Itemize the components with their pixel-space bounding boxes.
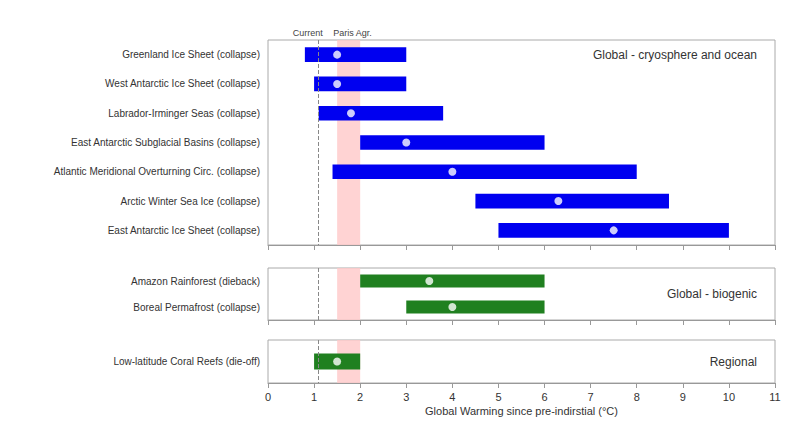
svg-text:2: 2 — [357, 391, 363, 403]
svg-text:Current: Current — [293, 28, 324, 38]
svg-text:Low-latitude Coral Reefs (die-: Low-latitude Coral Reefs (die-off) — [113, 356, 260, 367]
svg-text:8: 8 — [634, 391, 640, 403]
svg-text:Paris Agr.: Paris Agr. — [333, 28, 372, 38]
svg-text:Greenland Ice Sheet (collapse): Greenland Ice Sheet (collapse) — [122, 49, 260, 60]
svg-text:West Antarctic Ice Sheet (coll: West Antarctic Ice Sheet (collapse) — [105, 78, 260, 89]
svg-text:5: 5 — [495, 391, 501, 403]
svg-text:East Antarctic Ice Sheet (coll: East Antarctic Ice Sheet (collapse) — [108, 225, 260, 236]
svg-text:East Antarctic Subglacial Basi: East Antarctic Subglacial Basins (collap… — [71, 137, 260, 148]
svg-text:Amazon Rainforest (dieback): Amazon Rainforest (dieback) — [131, 276, 260, 287]
svg-text:Atlantic Meridional Overturnin: Atlantic Meridional Overturning Circ. (c… — [54, 166, 260, 177]
svg-text:0: 0 — [265, 391, 271, 403]
svg-text:9: 9 — [680, 391, 686, 403]
svg-text:10: 10 — [723, 391, 735, 403]
svg-text:Labrador-Irminger Seas (collap: Labrador-Irminger Seas (collapse) — [108, 108, 260, 119]
svg-text:7: 7 — [588, 391, 594, 403]
svg-text:Boreal Permafrost (collapse): Boreal Permafrost (collapse) — [133, 302, 260, 313]
svg-text:1: 1 — [311, 391, 317, 403]
svg-text:Arctic Winter Sea Ice (collaps: Arctic Winter Sea Ice (collapse) — [121, 196, 261, 207]
svg-text:4: 4 — [449, 391, 455, 403]
svg-text:6: 6 — [541, 391, 547, 403]
svg-text:Regional: Regional — [710, 355, 757, 369]
svg-text:3: 3 — [403, 391, 409, 403]
svg-text:Global - biogenic: Global - biogenic — [667, 287, 757, 301]
svg-text:Global Warming since pre-indir: Global Warming since pre-indirstial (°C) — [425, 405, 618, 417]
svg-text:Global - cryosphere and ocean: Global - cryosphere and ocean — [593, 48, 757, 62]
svg-text:11: 11 — [769, 391, 780, 403]
